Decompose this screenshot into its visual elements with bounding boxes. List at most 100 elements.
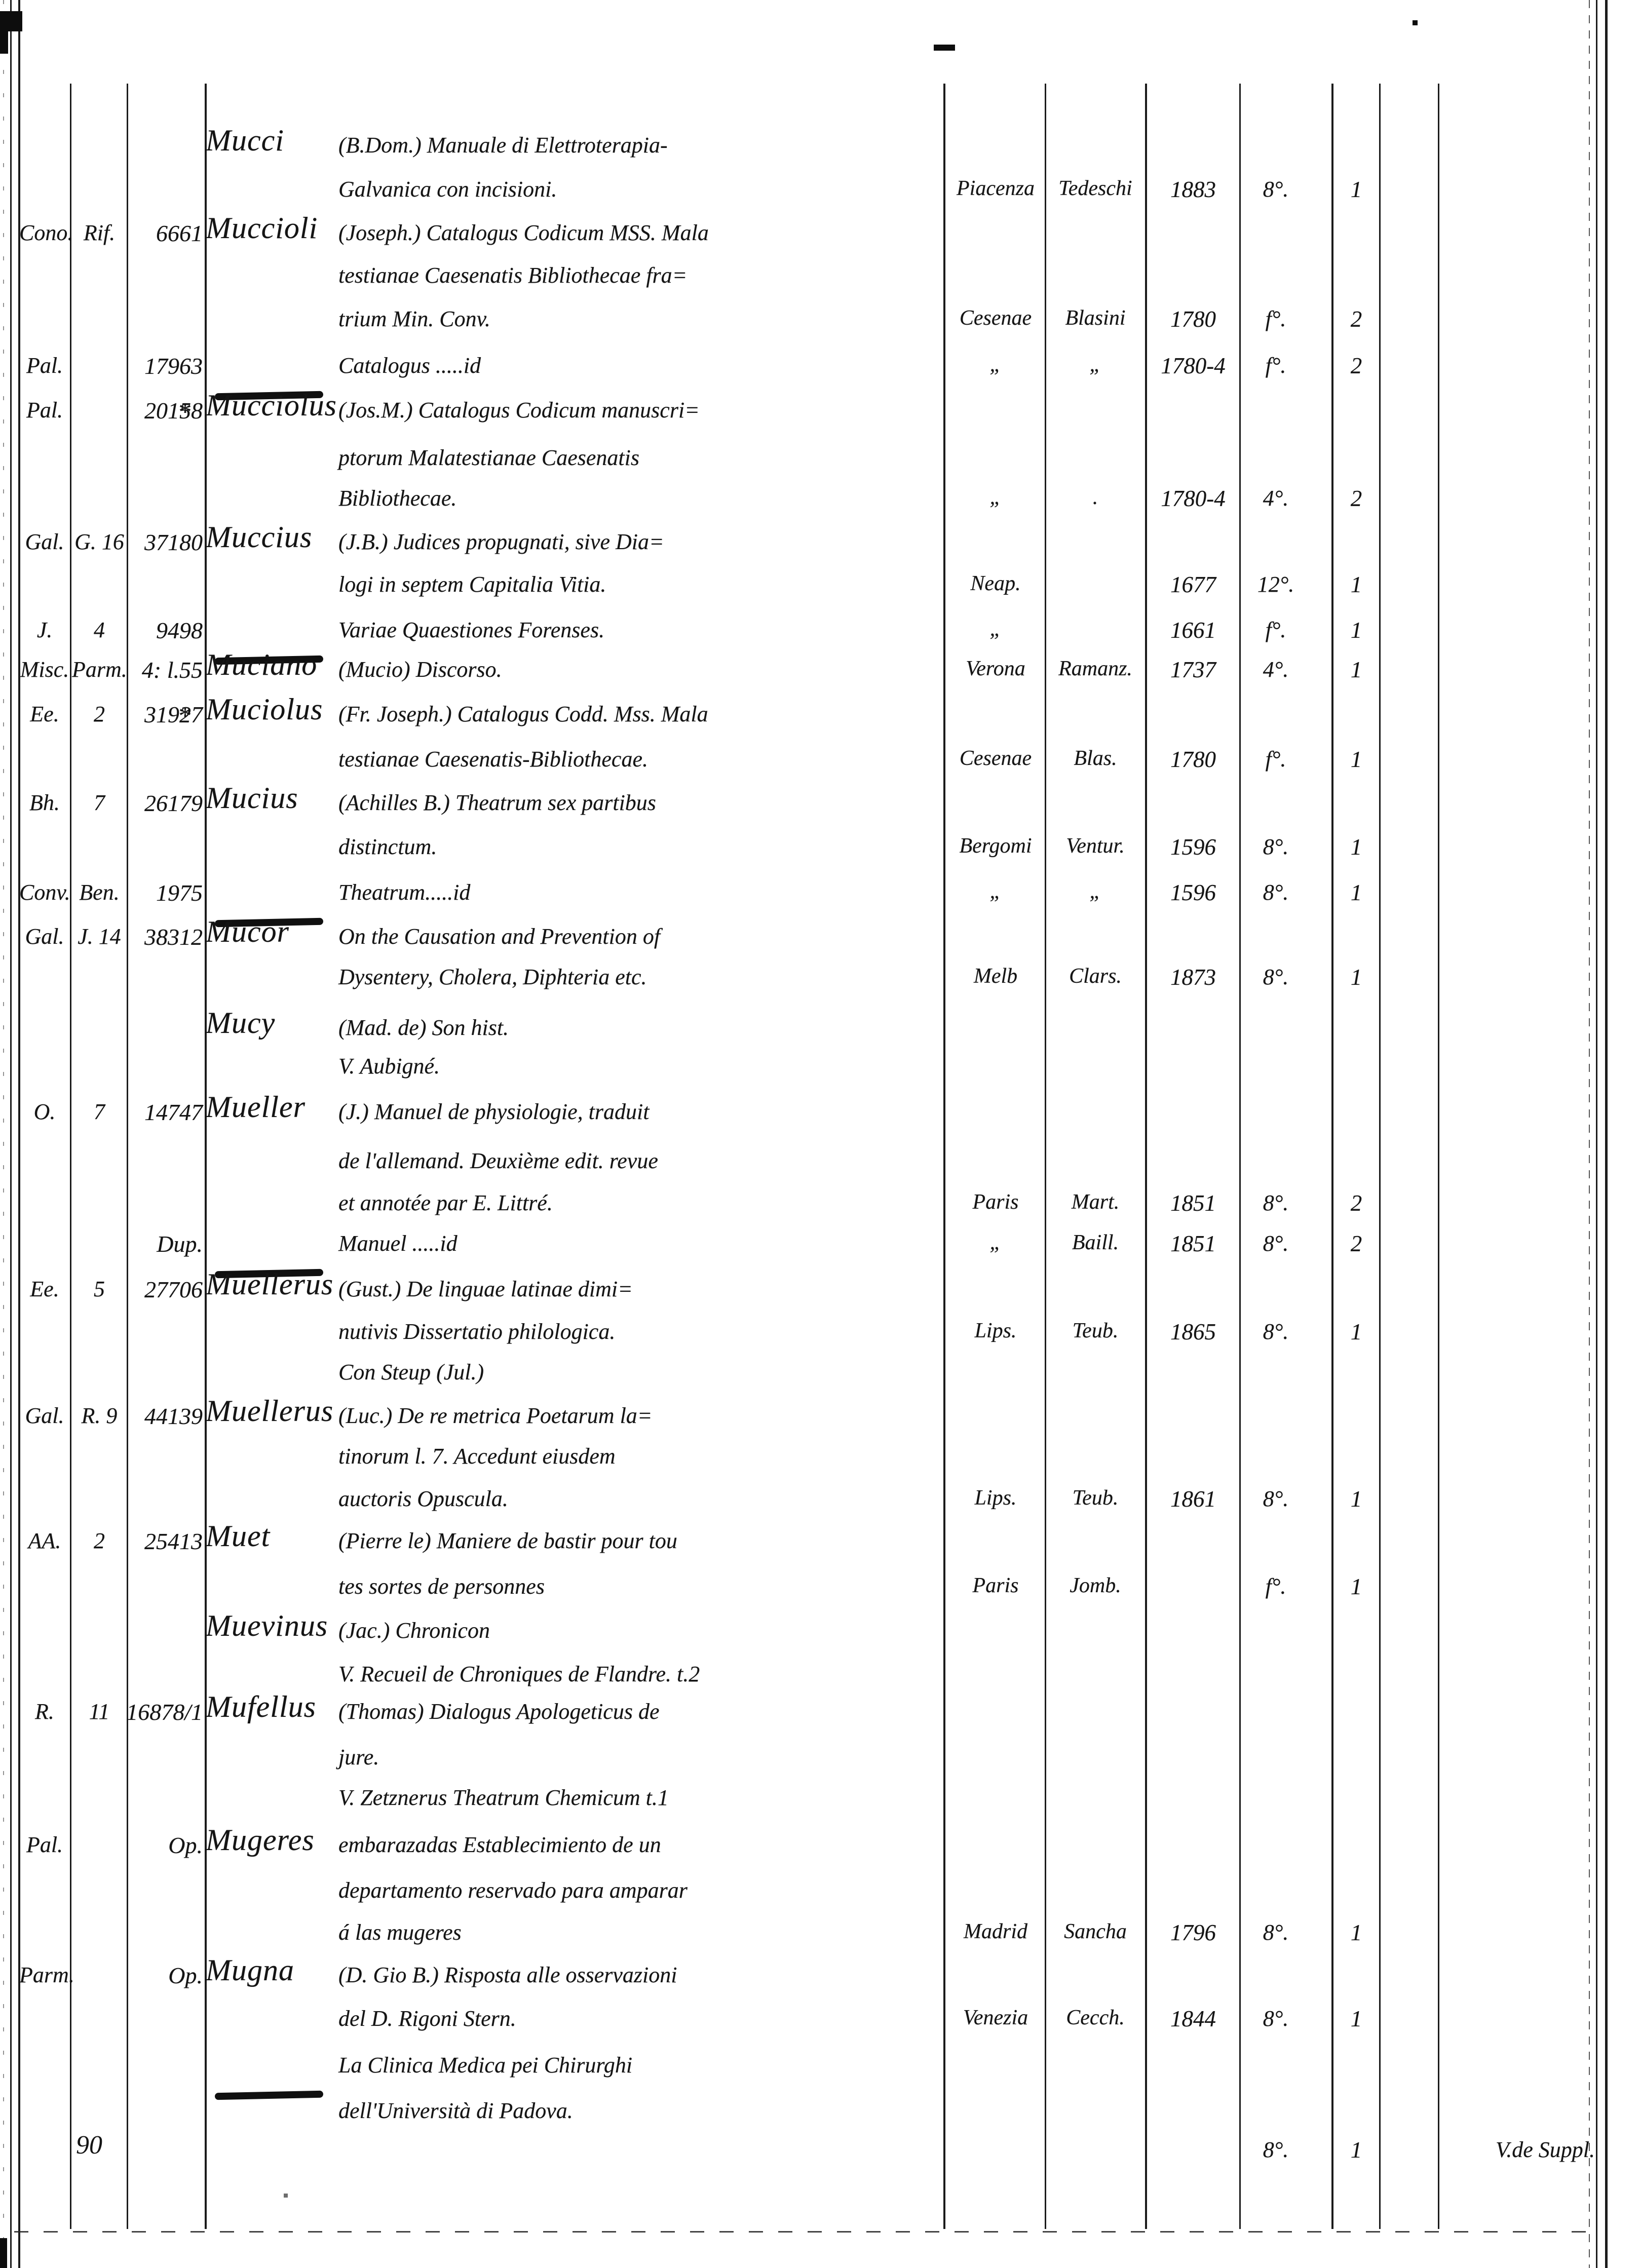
- author-name: Muccius: [206, 520, 313, 554]
- shelf-library: Gal.: [25, 529, 64, 554]
- shelf-library: Gal.: [25, 924, 64, 949]
- entry-text: Galvanica con incisioni.: [338, 177, 557, 202]
- imprint-volumes: 1: [1350, 657, 1362, 682]
- catalog-line: tinorum l. 7. Accedunt eiusdem: [0, 1443, 1640, 1492]
- imprint-publisher: Clars.: [1069, 965, 1122, 988]
- entry-text: logi in septem Capitalia Vitia.: [338, 572, 606, 597]
- catalog-line: del D. Rigoni Stern. Venezia Cecch. 1844 8°.…: [0, 2006, 1640, 2054]
- imprint-volumes: 1: [1350, 618, 1362, 643]
- scan-artifact: [0, 2238, 7, 2268]
- shelf-library: Pal.: [26, 1832, 63, 1857]
- shelf-series: 4: [94, 618, 105, 642]
- imprint-publisher: Ventur.: [1066, 834, 1125, 858]
- imprint-volumes: 1: [1350, 1319, 1362, 1344]
- imprint-place: Piacenza: [957, 177, 1035, 200]
- catalog-line: auctoris Opuscula. Lips. Teub. 1861 8°. 1: [0, 1486, 1640, 1534]
- entry-text: (Thomas) Dialogus Apologeticus de: [338, 1699, 660, 1724]
- catalog-line: V. Aubigné.: [0, 1053, 1640, 1102]
- catalog-line: nutivis Dissertatio philologica. Lips. Teu…: [0, 1319, 1640, 1367]
- imprint-year: 1661: [1170, 618, 1216, 643]
- imprint-volumes: 2: [1350, 486, 1362, 511]
- imprint-place: Paris: [972, 1574, 1019, 1597]
- scan-artifact: [284, 2194, 288, 2198]
- catalog-line: Bh. 7 26179 Mucius (Achilles B.) Theatrum se…: [0, 781, 1640, 838]
- catalog-line: 8°. 1 V.de Suppl.: [0, 2137, 1640, 2185]
- entry-text: et annotée par E. Littré.: [338, 1190, 553, 1215]
- entry-text: V. Zetznerus Theatrum Chemicum t.1: [338, 1785, 669, 1810]
- shelf-number: 4: l.55: [141, 657, 203, 683]
- page-border-right-inner: [1596, 0, 1597, 2268]
- imprint-year: 1796: [1170, 1920, 1216, 1945]
- shelf-number: 31927: [144, 702, 203, 727]
- catalog-line: Pal. 17963 Catalogus .....id „ „ 1780-4 f°. 2: [0, 353, 1640, 401]
- catalog-line: et annotée par E. Littré. Paris Mart. 1851 8…: [0, 1190, 1640, 1239]
- imprint-year: 1596: [1170, 834, 1216, 860]
- entry-text: (J.) Manuel de physiologie, traduit: [338, 1099, 650, 1124]
- imprint-format: 8°.: [1263, 1190, 1289, 1215]
- imprint-format: 8°.: [1263, 1486, 1289, 1511]
- shelf-series: R. 9: [81, 1403, 118, 1428]
- catalog-line: Con Steup (Jul.): [0, 1359, 1640, 1408]
- catalog-line: La Clinica Medica pei Chirurghi: [0, 2052, 1640, 2101]
- catalog-line: Gal. R. 9 44139 Muellerus (Luc.) De re metri…: [0, 1394, 1640, 1451]
- imprint-year: 1883: [1170, 177, 1216, 202]
- imprint-format: 8°.: [1263, 2006, 1289, 2031]
- catalog-line: Pal. 20158 Mucciolus (Jos.M.) Catalogus Cod…: [0, 389, 1640, 446]
- catalog-line: Muevinus (Jac.) Chronicon: [0, 1609, 1640, 1666]
- entry-text: ptorum Malatestianae Caesenatis: [338, 445, 639, 470]
- entry-text: On the Causation and Prevention of: [338, 924, 661, 949]
- imprint-publisher: .: [1092, 486, 1098, 509]
- shelf-series: 7: [94, 1099, 105, 1124]
- entry-text: (Mucio) Discorso.: [338, 657, 502, 682]
- entry-text: testianae Caesenatis-Bibliothecae.: [338, 747, 648, 772]
- author-name: Mugeres: [206, 1823, 315, 1857]
- page-number: 90: [76, 2131, 102, 2160]
- entry-text: departamento reservado para amparar: [338, 1878, 688, 1903]
- column-rule: [70, 84, 71, 2229]
- shelf-series: 7: [94, 790, 105, 815]
- imprint-place: „: [989, 1231, 1002, 1254]
- imprint-publisher: Mart.: [1071, 1190, 1120, 1214]
- author-name: Mueller: [206, 1090, 306, 1124]
- imprint-place: „: [989, 618, 1002, 641]
- shelf-number: 14747: [144, 1099, 203, 1125]
- shelf-library: Ee.: [30, 702, 59, 726]
- column-rule: [1045, 84, 1046, 2229]
- entry-text: (Jos.M.) Catalogus Codicum manuscri=: [338, 398, 700, 422]
- shelf-series: 5: [94, 1277, 105, 1301]
- scan-artifact: [934, 45, 955, 51]
- author-name: Mucius: [206, 781, 298, 815]
- shelf-library: Parm.: [19, 1963, 74, 1987]
- entry-text: Manuel .....id: [338, 1231, 457, 1256]
- column-rule: [205, 84, 207, 2229]
- entry-text: (Luc.) De re metrica Poetarum la=: [338, 1403, 653, 1428]
- column-rule: [1438, 84, 1439, 2229]
- entry-text: Dysentery, Cholera, Diphteria etc.: [338, 965, 647, 989]
- shelf-library: Conv.: [19, 880, 70, 905]
- author-name: Muciolus: [206, 693, 323, 726]
- imprint-place: „: [989, 353, 1002, 376]
- page-border-right-faint: [1589, 0, 1590, 2268]
- scan-artifact: [0, 11, 22, 31]
- entry-text: jure.: [338, 1745, 379, 1770]
- imprint-volumes: 2: [1350, 1190, 1362, 1216]
- column-rule: [943, 84, 945, 2229]
- author-name: Mucor: [206, 915, 289, 948]
- shelf-number: 27706: [144, 1277, 203, 1302]
- column-rule: [1145, 84, 1147, 2229]
- catalog-line: V. Zetznerus Theatrum Chemicum t.1: [0, 1785, 1640, 1833]
- catalog-line: Dysentery, Cholera, Diphteria etc. Melb Cl…: [0, 964, 1640, 1013]
- catalog-line: J. 4 9498 Variae Quaestiones Forenses. „ 1661…: [0, 617, 1640, 666]
- shelf-number: Dup.: [157, 1231, 203, 1257]
- entry-text: (D. Gio B.) Risposta alle osservazioni: [338, 1963, 677, 1987]
- imprint-year: 1851: [1170, 1190, 1216, 1216]
- entry-text: (Gust.) De linguae latinae dimi=: [338, 1277, 633, 1301]
- column-rule: [1239, 84, 1241, 2229]
- imprint-volumes: 1: [1350, 2006, 1362, 2031]
- catalog-line: Gal. J. 14 38312 Mucor On the Causation and …: [0, 915, 1640, 972]
- catalog-line: Conv. Ben. 1975 Theatrum.....id „ „ 1596 8°. 1: [0, 879, 1640, 928]
- imprint-place: Cesenae: [959, 306, 1032, 330]
- shelf-number: 44139: [144, 1403, 203, 1429]
- entry-text: tes sortes de personnes: [338, 1574, 545, 1599]
- entry-text: Con Steup (Jul.): [338, 1360, 484, 1385]
